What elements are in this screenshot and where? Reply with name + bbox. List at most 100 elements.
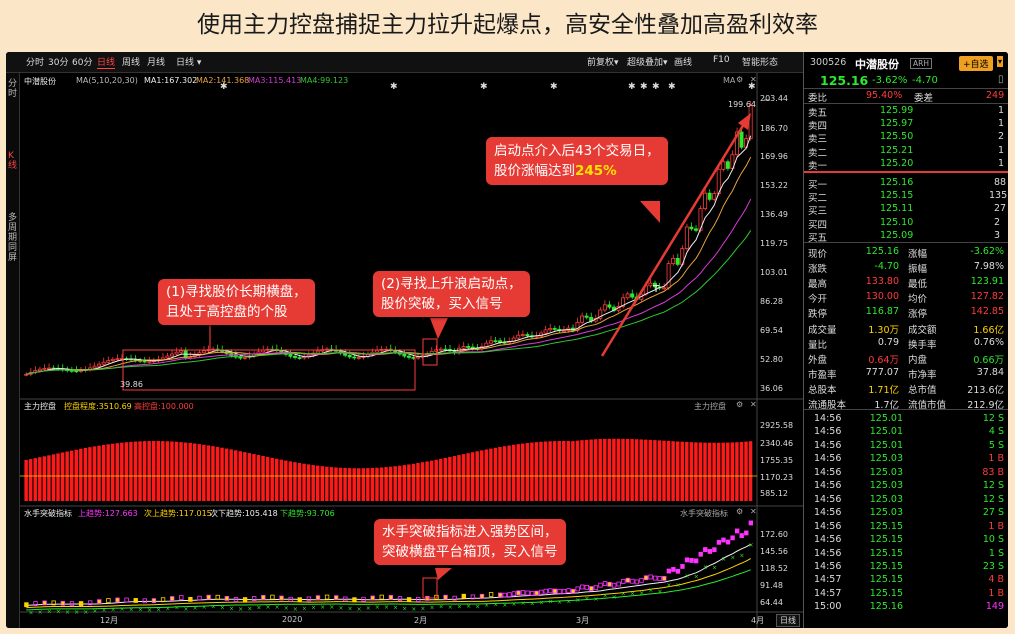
ctrl-bar [457,455,461,501]
candle-body [666,263,671,289]
tick-volume: 4 S [988,426,1004,438]
stat-label: 换手率 [908,339,937,351]
buy-level-label: 买四 [808,219,828,231]
ctrl-bar [448,456,452,501]
chart-area[interactable]: ✱ ✱ ✱ ✱ ✱ ✱ ✱ ✱ ✱ × × × × × × × × × × × × × × × × × × × × × × × × × × × × × × ×… [20,73,803,628]
close-icon[interactable]: ✕ [750,507,757,516]
sailor-cross-marker: × [138,607,143,614]
event-star-icon: ✱ [748,82,756,92]
sailor-block [643,575,649,581]
adjust-dropdown[interactable]: 前复权▾ [587,58,619,68]
period-button[interactable]: 日线 [776,614,800,627]
candle-body [74,370,79,373]
candle-body [242,356,247,359]
stat-value: 0.79 [877,336,899,348]
sailor-block [179,595,184,600]
ctrl-bar [493,447,498,501]
ctrl-indicator-name: 主力控盘 [24,402,56,411]
sailor-cross-marker: × [539,600,544,607]
stat-label: 量比 [808,339,828,351]
overlay-dropdown[interactable]: 超级叠加▾ [627,58,668,68]
close-icon[interactable]: ✕ [750,400,757,409]
sailor-block [60,600,66,606]
trend-arrow [600,123,746,357]
period-dropdown[interactable]: 日线 ▾ [176,58,202,68]
ctrl-bar [730,442,735,501]
period-tab-monthly[interactable]: 月线 [147,58,166,68]
candle-body [165,355,170,359]
sailor-block [78,601,84,606]
smart-pattern-button[interactable]: 智能形态 [742,58,779,68]
side-tab-multiperiod[interactable]: 多周期同屏 [8,213,18,263]
side-tab-timeshare[interactable]: 分时 [8,79,18,99]
page-title: 使用主力控盘捕捉主力拉升起爆点，高安全性叠加高盈利效率 [197,12,818,38]
buy-level-label: 买二 [808,193,828,205]
period-tab-timeshare[interactable]: 分时 [26,58,45,68]
ctrl-bar [28,459,33,501]
sailor-cross-marker: × [129,606,134,613]
sailor-block [639,577,644,583]
ctrl-bar [666,440,671,501]
candle-body [748,105,753,140]
sailor-block [370,595,375,601]
draw-line-button[interactable]: 画线 [674,58,693,68]
buy-level-label: 买五 [808,232,828,244]
chevron-down-icon[interactable]: ▾ [997,56,1004,67]
sailor-cross-marker: × [730,554,735,561]
candle-body [347,354,352,358]
gear-icon[interactable]: ⚙ [736,400,744,409]
sailor-cross-marker: × [566,598,571,605]
sailor-cross-marker: × [174,605,179,612]
gear-icon[interactable]: ⚙ [736,507,744,516]
ctrl-bar [703,442,707,501]
ctrl-bar [320,466,325,501]
candle-body [602,304,607,311]
stat-value: 133.80 [865,276,899,288]
period-tab-30min[interactable]: 30分 [48,58,69,68]
lock-icon[interactable]: ▯ [998,74,1004,85]
sailor-cross-marker: × [448,604,453,611]
ctrl-bar [92,446,97,501]
buy-level-label: 买一 [808,180,828,191]
sailor-block [671,567,676,572]
period-tab-weekly[interactable]: 周线 [122,58,141,68]
add-favorite-button[interactable]: +自选 [959,56,993,71]
period-tab-60min[interactable]: 60分 [72,58,93,68]
sailor-trend-line [26,543,751,606]
buy-price: 125.11 [880,203,914,215]
price-axis-label: 119.75 [760,239,788,248]
ctrl-bar [110,443,115,501]
ctrl-degree-value: 控盘程度:3510.69 [64,402,132,411]
ctrl-bar [671,441,675,501]
close-icon[interactable]: ✕ [750,75,757,84]
ctrl-bar [416,463,420,501]
period-tab-daily[interactable]: 日线 [97,55,116,69]
bubble-line: 启动点介入后43个交易日， [494,143,660,159]
ctrl-bar [484,449,489,501]
sailor-cross-marker: × [475,604,480,611]
f10-button[interactable]: F10 [713,55,730,65]
chart-toolbar: 分时 30分 60分 日线 周线 月线 日线 ▾ 前复权▾ 超级叠加▾ 画线 F… [6,52,803,73]
price-axis-label: 86.28 [760,297,783,306]
stock-code: 300526 [810,57,847,68]
candle-body [689,226,694,230]
sailor-block [169,596,175,601]
sailor-breakout-box [422,577,438,599]
sailor-block [575,586,580,592]
sailor-cross-marker: × [502,602,507,609]
ctrl-axis-label: 585.12 [760,489,788,498]
candle-body [621,297,626,307]
ctrl-bar [543,441,548,501]
tick-price: 125.15 [869,560,903,572]
sailor-block [712,547,717,553]
sailor-block [684,557,690,563]
sailor-block [502,592,507,598]
side-tab-kline[interactable]: K线 [8,151,18,171]
ma-setting-label[interactable]: MA(5,10,20,30) [76,76,138,85]
ctrl-tag: 主力控盘 [694,402,726,411]
gear-icon[interactable]: ⚙ [736,75,744,84]
ctrl-bar [256,455,261,501]
ctrl-bar [88,447,92,501]
ctrl-bar [379,467,384,501]
candle-body [630,293,635,298]
